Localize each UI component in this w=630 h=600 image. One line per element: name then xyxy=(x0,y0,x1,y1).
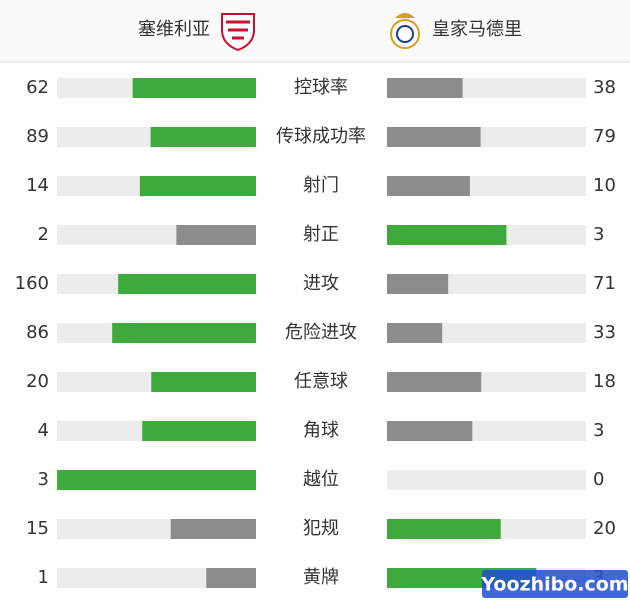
value-label: 0 xyxy=(593,469,604,490)
category-label: 任意球 xyxy=(294,371,348,392)
category-label: 射正 xyxy=(303,224,339,245)
watermark: Yoozhibo.com xyxy=(480,574,628,596)
category-label: 黄牌 xyxy=(303,567,339,588)
category-label: 控球率 xyxy=(294,77,348,98)
bar xyxy=(387,78,463,98)
bar xyxy=(57,470,256,490)
value-label: 14 xyxy=(26,175,49,196)
bar xyxy=(387,421,473,441)
category-label: 角球 xyxy=(303,420,339,441)
value-label: 38 xyxy=(593,77,616,98)
bar xyxy=(132,78,256,98)
value-label: 15 xyxy=(26,518,49,539)
bar xyxy=(387,274,449,294)
category-label: 越位 xyxy=(303,469,339,490)
bar xyxy=(139,176,256,196)
category-label: 射门 xyxy=(303,175,339,196)
bar xyxy=(387,519,501,539)
category-label: 进攻 xyxy=(303,273,339,294)
value-label: 18 xyxy=(593,371,616,392)
value-label: 33 xyxy=(593,322,616,343)
watermark-bg xyxy=(482,570,628,598)
bar xyxy=(206,568,256,588)
value-label: 86 xyxy=(26,322,49,343)
away-team: 皇家马德里 xyxy=(432,19,522,40)
header-bg xyxy=(0,0,630,62)
value-label: 79 xyxy=(593,126,616,147)
category-label: 传球成功率 xyxy=(276,126,366,147)
bar xyxy=(387,176,470,196)
value-label: 71 xyxy=(593,273,616,294)
bar-track xyxy=(387,470,586,490)
bar xyxy=(387,225,507,245)
bar xyxy=(150,127,256,147)
value-label: 3 xyxy=(38,469,49,490)
value-label: 20 xyxy=(26,371,49,392)
value-label: 3 xyxy=(593,420,604,441)
value-label: 10 xyxy=(593,175,616,196)
value-label: 89 xyxy=(26,126,49,147)
bar xyxy=(176,225,256,245)
value-label: 20 xyxy=(593,518,616,539)
bar xyxy=(170,519,256,539)
category-label: 危险进攻 xyxy=(285,322,357,343)
bar xyxy=(118,274,256,294)
value-label: 2 xyxy=(38,224,49,245)
value-label: 3 xyxy=(593,224,604,245)
value-label: 1 xyxy=(38,567,49,588)
value-label: 160 xyxy=(15,273,49,294)
away-logo xyxy=(390,13,420,49)
category-label: 犯规 xyxy=(303,518,339,539)
bar xyxy=(151,372,256,392)
bar xyxy=(112,323,256,343)
bar xyxy=(387,323,443,343)
bar xyxy=(387,127,481,147)
value-label: 4 xyxy=(38,420,49,441)
home-team: 塞维利亚 xyxy=(138,19,210,40)
bar xyxy=(387,372,482,392)
value-label: 62 xyxy=(26,77,49,98)
home-logo xyxy=(221,13,255,52)
bar xyxy=(142,421,256,441)
